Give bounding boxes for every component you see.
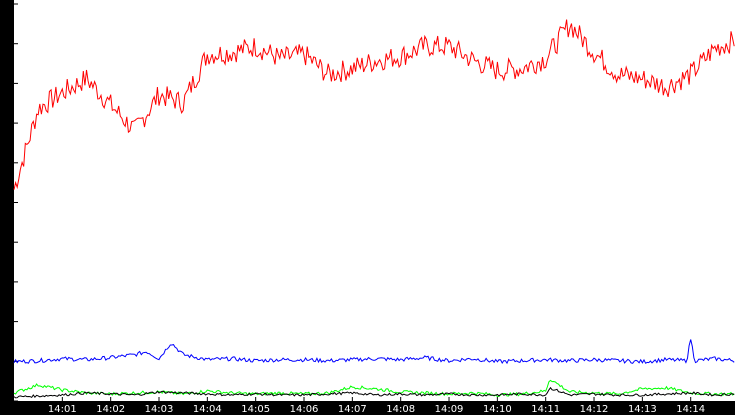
series-line-4: [13, 386, 735, 399]
y-tick-label: 1970: [2, 0, 13, 8]
x-axis-band: [0, 401, 735, 415]
x-tick-label: 14:06: [290, 404, 319, 415]
x-tick-label: 14:13: [628, 404, 657, 415]
y-tick-label: 197: [2, 346, 13, 365]
y-axis-band: [0, 0, 14, 415]
x-tick-label: 14:11: [531, 404, 560, 415]
x-tick-label: 14:14: [676, 404, 705, 415]
x-tick-label: 14:02: [96, 404, 125, 415]
x-tick-label: 14:05: [241, 404, 270, 415]
y-tick-label: 1773: [2, 22, 13, 47]
x-tick-label: 14:07: [338, 404, 367, 415]
series-line-3: [13, 379, 735, 398]
x-tick-label: 14:08: [386, 404, 415, 415]
x-tick-label: 14:09: [435, 404, 464, 415]
y-tick-label: 1182: [2, 141, 13, 166]
y-tick-label: 1576: [2, 62, 13, 87]
y-tick-label: 788: [2, 227, 13, 246]
y-axis-ticks: 0 197 394 591 788 985 1182 1379 1576 1773 1970: [2, 0, 18, 405]
y-tick-label: 985: [2, 187, 13, 206]
series-line-2: [13, 339, 735, 365]
x-axis-ticks: 14:01 14:02 14:03 14:04 14:05 14:06 14:07 14:08…: [48, 397, 705, 415]
x-tick-label: 14:12: [580, 404, 609, 415]
y-tick-label: 1379: [2, 102, 13, 127]
y-tick-label: 394: [2, 307, 13, 326]
series-line-1: [13, 19, 735, 190]
y-tick-label: 0: [2, 399, 13, 405]
x-tick-label: 14:10: [483, 404, 512, 415]
series-lines: [13, 19, 735, 399]
x-tick-label: 14:03: [145, 404, 174, 415]
x-tick-label: 14:01: [48, 404, 77, 415]
y-tick-label: 591: [2, 267, 13, 286]
x-tick-label: 14:04: [193, 404, 222, 415]
